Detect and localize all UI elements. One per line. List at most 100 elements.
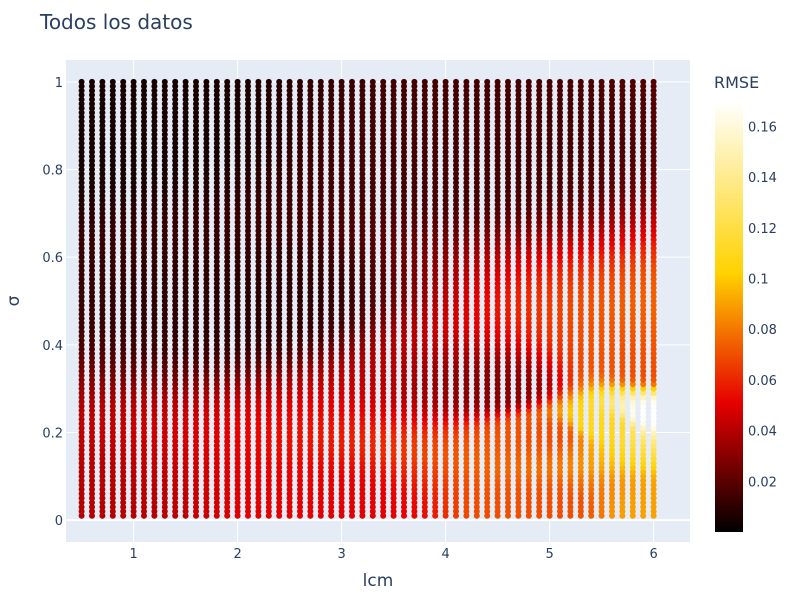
data-point <box>567 298 574 304</box>
data-point <box>536 455 543 462</box>
data-point <box>193 354 199 361</box>
data-point <box>328 289 335 296</box>
data-point <box>328 245 335 252</box>
data-point <box>536 162 543 169</box>
data-point <box>99 433 106 440</box>
data-point <box>172 429 179 436</box>
data-point <box>213 175 220 182</box>
data-point <box>515 219 522 226</box>
data-point <box>359 403 366 410</box>
data-point <box>494 460 501 467</box>
data-point <box>453 249 459 256</box>
data-point <box>297 455 303 462</box>
data-point <box>109 473 116 480</box>
data-point <box>99 368 106 375</box>
data-point <box>78 455 85 462</box>
data-point <box>411 482 418 489</box>
data-point <box>213 241 220 248</box>
data-point <box>515 170 522 177</box>
data-point <box>525 267 532 274</box>
data-point <box>224 372 231 379</box>
data-point <box>151 241 158 248</box>
data-point <box>411 477 418 484</box>
data-point <box>536 262 543 269</box>
data-point <box>463 385 470 392</box>
data-point <box>463 473 470 480</box>
data-point <box>224 280 231 287</box>
data-point <box>78 385 85 392</box>
data-point <box>338 205 345 212</box>
data-point <box>369 385 376 392</box>
data-point <box>442 477 449 484</box>
data-point <box>432 197 439 204</box>
data-point <box>182 368 189 375</box>
data-point <box>453 337 459 344</box>
data-point <box>224 420 231 427</box>
data-point <box>89 144 95 151</box>
data-point <box>442 276 449 283</box>
data-point <box>245 162 251 169</box>
data-point <box>193 473 199 480</box>
data-point <box>442 157 449 164</box>
data-point <box>432 328 439 335</box>
data-point <box>265 468 272 475</box>
data-point <box>525 451 532 458</box>
data-point <box>151 350 158 357</box>
data-point <box>109 271 116 278</box>
data-point <box>421 468 428 475</box>
data-point <box>203 109 210 116</box>
data-point <box>567 96 574 103</box>
data-point <box>286 127 293 134</box>
data-point <box>463 508 470 515</box>
data-point <box>401 140 407 147</box>
data-point <box>245 350 251 357</box>
data-point <box>349 179 355 186</box>
data-point <box>536 433 543 440</box>
data-point <box>161 411 168 418</box>
data-point <box>349 109 355 116</box>
data-point <box>141 83 147 90</box>
data-point <box>536 284 543 291</box>
data-point <box>317 87 324 94</box>
data-point <box>390 245 397 252</box>
data-point <box>265 482 272 489</box>
data-point <box>484 306 491 313</box>
data-point <box>338 341 345 348</box>
data-point <box>515 302 522 309</box>
data-point <box>588 227 595 234</box>
data-point <box>588 420 595 427</box>
data-point <box>505 78 511 85</box>
data-point <box>328 372 335 379</box>
data-point <box>484 223 491 230</box>
data-point <box>369 495 376 502</box>
data-point <box>328 416 335 423</box>
data-point <box>505 280 511 287</box>
data-point <box>577 486 584 493</box>
data-point <box>473 254 480 261</box>
data-point <box>317 381 324 388</box>
data-point <box>505 306 511 313</box>
data-point <box>494 398 501 405</box>
data-point <box>536 451 543 458</box>
data-point <box>109 144 116 151</box>
data-point <box>463 109 470 116</box>
data-point <box>338 433 345 440</box>
data-point <box>536 368 543 375</box>
data-point <box>525 280 532 287</box>
data-point <box>255 482 262 489</box>
data-point <box>276 416 283 423</box>
data-point <box>99 451 106 458</box>
data-point <box>421 328 428 335</box>
data-point <box>307 188 314 195</box>
data-point <box>213 311 220 318</box>
data-point <box>89 460 95 467</box>
plot-background <box>66 60 690 542</box>
data-point <box>307 153 314 160</box>
data-point <box>432 249 439 256</box>
data-point <box>432 446 439 453</box>
data-point <box>432 464 439 471</box>
data-point <box>182 271 189 278</box>
data-point <box>390 232 397 239</box>
data-point <box>349 368 355 375</box>
data-point <box>109 184 116 191</box>
